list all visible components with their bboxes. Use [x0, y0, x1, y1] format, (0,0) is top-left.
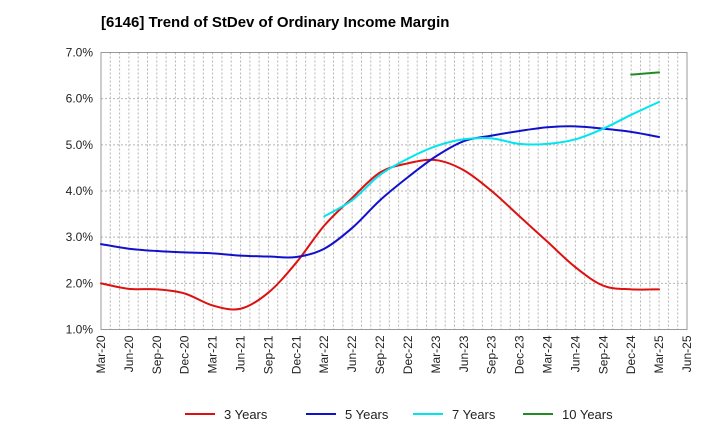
x-tick-label: Mar-22 [317, 335, 331, 373]
x-tick-label: Jun-25 [680, 335, 694, 372]
x-tick-label: Sep-20 [150, 335, 164, 374]
x-axis-tick-labels: Mar-20 Jun-20 Sep-20 Dec-20 Mar-21 Jun-21 Sep-… [94, 335, 694, 374]
series-lines [100, 71, 661, 311]
legend-label-5-years: 5 Years [345, 407, 389, 422]
y-axis-tick-labels: 1.0% 2.0% 3.0% 4.0% 5.0% 6.0% 7.0% [66, 46, 94, 337]
y-tick-label: 1.0% [66, 323, 94, 337]
legend: 3 Years 5 Years 7 Years 10 Years [185, 407, 613, 422]
x-tick-label: Jun-24 [568, 335, 582, 372]
x-tick-label: Dec-24 [624, 335, 638, 374]
x-tick-label: Mar-20 [94, 335, 108, 373]
series-line-3-years [100, 158, 661, 311]
y-tick-label: 2.0% [66, 276, 94, 290]
x-tick-label: Jun-23 [457, 335, 471, 372]
x-tick-label: Dec-20 [178, 335, 192, 374]
series-line-7-years [323, 100, 661, 218]
x-tick-label: Mar-25 [652, 335, 666, 373]
x-tick-label: Dec-21 [289, 335, 303, 374]
x-tick-label: Dec-23 [513, 335, 527, 374]
series-line-5-years [100, 125, 661, 259]
x-tick-label: Jun-21 [234, 335, 248, 372]
chart-title: [6146] Trend of StDev of Ordinary Income… [101, 14, 450, 31]
x-tick-label: Jun-22 [345, 335, 359, 372]
x-tick-label: Sep-22 [373, 335, 387, 374]
x-tick-label: Mar-24 [540, 335, 554, 373]
x-tick-label: Dec-22 [401, 335, 415, 374]
plot-area-frame [100, 52, 688, 330]
x-tick-label: Sep-24 [596, 335, 610, 374]
y-tick-label: 5.0% [66, 138, 94, 152]
y-tick-label: 4.0% [66, 184, 94, 198]
legend-label-3-years: 3 Years [224, 407, 268, 422]
y-tick-label: 3.0% [66, 230, 94, 244]
y-tick-label: 6.0% [66, 92, 94, 106]
x-tick-label: Sep-21 [261, 335, 275, 374]
x-tick-label: Mar-21 [206, 335, 220, 373]
series-line-10-years [630, 71, 661, 76]
legend-label-7-years: 7 Years [452, 407, 496, 422]
y-tick-label: 7.0% [66, 46, 94, 60]
x-tick-label: Mar-23 [429, 335, 443, 373]
grid-lines [101, 52, 687, 330]
x-tick-label: Jun-20 [122, 335, 136, 372]
legend-label-10-years: 10 Years [562, 407, 613, 422]
x-tick-label: Sep-23 [485, 335, 499, 374]
